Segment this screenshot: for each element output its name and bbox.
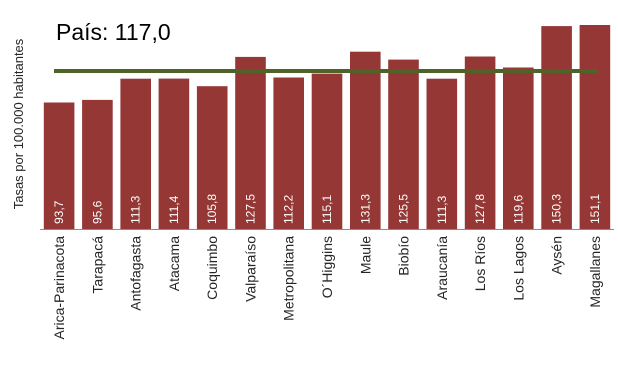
y-axis-label: Tasas por 100.000 habitantes — [11, 38, 26, 209]
bar-value-label: 111,4 — [167, 195, 181, 224]
x-tick-label: Araucanía — [434, 236, 450, 300]
bar-value-label: 125,5 — [397, 194, 411, 224]
x-tick-label: Valparaíso — [243, 236, 259, 302]
bar-value-label: 151,1 — [588, 194, 602, 224]
bar-3 — [120, 78, 151, 229]
bar-8 — [311, 73, 343, 229]
x-tick-label: Maule — [357, 236, 373, 274]
bar-4 — [158, 78, 190, 229]
bar-6 — [235, 56, 266, 230]
bar-value-label: 131,3 — [358, 194, 372, 224]
x-tick-label: Biobío — [396, 236, 412, 276]
x-tick-label: Coquimbo — [204, 236, 220, 300]
bar-value-label: 111,3 — [129, 195, 143, 224]
bar-value-label: 111,3 — [435, 195, 449, 224]
x-axis-tick-labels: Arica-Parinacota Tarapacá Antofagasta Ataca… — [51, 236, 603, 340]
bar-12 — [464, 56, 496, 229]
x-tick-label: Antofagasta — [128, 236, 144, 311]
bar-value-label: 127,8 — [473, 194, 487, 224]
bar-value-label: 112,2 — [282, 195, 296, 224]
bar-value-labels: 93,7 95,6 111,3 111,4 105,8 127,5 112,2 115,1 13… — [52, 194, 602, 224]
reference-line-label: País: 117,0 — [56, 19, 171, 45]
bar-1 — [43, 102, 75, 229]
bar-value-label: 127,5 — [244, 194, 258, 224]
x-tick-label: Aysén — [549, 236, 565, 275]
bar-15 — [579, 25, 611, 229]
bar-value-label: 115,1 — [320, 195, 334, 224]
x-tick-label: Tarapacá — [89, 236, 105, 294]
x-tick-label: Metropolitana — [281, 236, 297, 321]
x-tick-label: Atacama — [166, 236, 182, 291]
bar-7 — [273, 77, 304, 229]
bar-value-label: 119,6 — [511, 195, 525, 224]
bars-group — [43, 25, 611, 230]
bar-value-label: 150,3 — [550, 194, 564, 224]
bar-value-label: 105,8 — [205, 194, 219, 224]
x-tick-label: Los Ríos — [472, 236, 488, 291]
bar-value-label: 95,6 — [90, 200, 104, 224]
x-tick-label: Magallanes — [587, 236, 603, 308]
bar-value-label: 93,7 — [52, 200, 66, 224]
x-tick-label: O´Higgins — [319, 236, 335, 298]
bar-13 — [503, 67, 534, 229]
bar-11 — [426, 78, 458, 229]
bar-9 — [350, 51, 381, 230]
x-tick-label: Arica-Parinacota — [51, 236, 67, 340]
bar-5 — [196, 86, 228, 229]
bar-10 — [388, 59, 419, 229]
x-tick-label: Los Lagos — [510, 236, 526, 301]
bar-14 — [541, 26, 572, 229]
bar-2 — [82, 99, 113, 230]
